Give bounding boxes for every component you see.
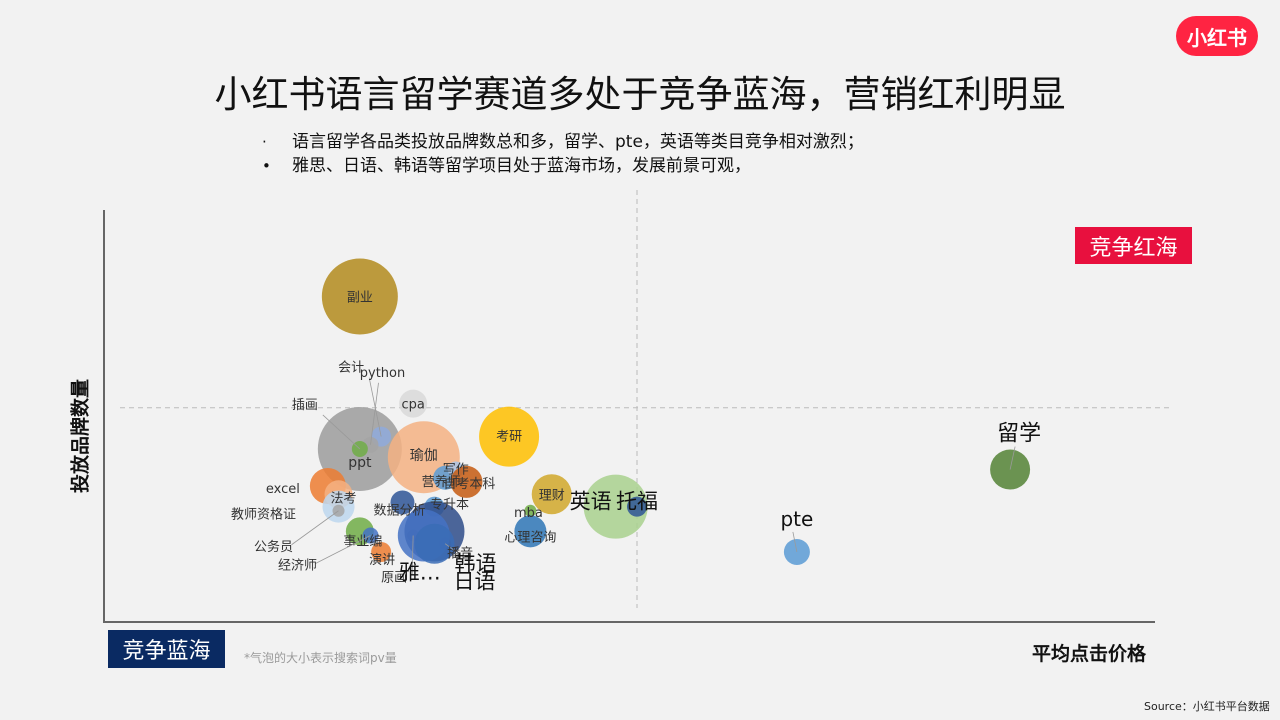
bubble-29 [627,496,647,517]
bubble-26 [531,474,572,515]
callout-line-31 [1009,446,1016,470]
page-title: 小红书语言留学赛道多处于竞争蓝海，营销红利明显 [214,73,1066,116]
bubble-label-27: 心理咨询 [504,530,556,545]
bubble-label-11: 事业编 [343,534,382,549]
source-note: Source：小红书平台数据 [1144,700,1270,713]
bubble-label-23: 雅… [399,560,441,584]
bubble-14 [390,490,415,515]
bullet-item: • 雅思、日语、韩语等留学项目处于蓝海市场，发展前景可观， [262,154,864,178]
callout-line-20 [411,535,414,576]
bubble-label-29: 托福 [616,490,658,514]
bubble-label-12: 公务员 [254,539,293,555]
bubble-label-19: 演讲 [369,552,395,568]
callout-line-21 [444,543,457,553]
bullet-item: · 语言留学各品类投放品牌数总和多，留学、pte，英语等类目竞争相对激烈； [262,130,864,154]
bubble-label-20: 原画 [381,570,407,585]
bubble-label-25: mba [514,506,543,521]
bubble-0 [321,258,398,335]
bubble-24 [414,523,455,564]
bubble-label-4: cpa [401,398,424,413]
bubble-label-5: 会计 [338,361,364,376]
bubble-label-0: 副业 [347,291,373,306]
bubble-size-note: *气泡的大小表示搜索词pv量 [244,651,397,665]
bubble-label-17: 写作 [443,463,469,478]
callout-line-12 [291,510,339,546]
bubble-27 [514,515,547,548]
x-axis-label: 平均点击价格 [1032,643,1147,665]
bubble-label-26: 理财 [539,488,565,503]
callout-line-13 [315,535,371,564]
bubble-25 [524,504,537,517]
callout-line-7 [322,414,361,450]
bubble-label-7: 插画 [292,398,318,413]
bubble-label-2: 瑜伽 [410,448,438,464]
bubble-label-31: 留学 [997,422,1041,447]
bubble-label-14: 数据分析 [373,504,425,519]
bubble-label-8: excel [266,482,300,497]
y-axis-label: 投放品牌数量 [69,378,92,494]
bubble-19 [371,541,392,562]
bullet-text: 语言留学各品类投放品牌数总和多，留学、pte，英语等类目竞争相对激烈； [292,132,864,152]
blue-ocean-badge: 竞争蓝海 [108,630,225,668]
bubble-4 [399,389,428,418]
bubble-label-28: 英语 [570,490,612,514]
bullet-marker: • [262,157,271,175]
bubble-label-13: 经济师 [278,558,317,573]
bubble-label-18: 自考本科 [443,477,495,492]
chart-guides [103,190,1170,623]
xiaohongshu-logo: 小红书 [1176,16,1258,56]
bubble-label-21: 播音 [447,546,473,562]
bullet-text: 雅思、日语、韩语等留学项目处于蓝海市场，发展前景可观， [292,156,751,176]
bubble-label-1: ppt [348,455,372,471]
bubble-label-9: 法考 [331,491,357,506]
bullet-marker: · [262,133,267,151]
bubble-label-3: 考研 [496,430,522,445]
bubble-28 [583,474,648,539]
callout-line-30 [792,531,798,553]
bubble-label-30: pte [780,507,813,531]
bubble-label-15: 专升本 [430,498,469,513]
bullet-list: · 语言留学各品类投放品牌数总和多，留学、pte，英语等类目竞争相对激烈； • … [262,130,864,178]
bubble-label-24: 日语 [453,570,495,594]
bubble-label-6: python [360,366,405,381]
callout-line-6 [370,382,379,445]
red-ocean-badge: 竞争红海 [1075,227,1192,264]
bubble-label-16: 营养师 [422,474,461,490]
bubble-18 [450,465,483,498]
bubble-label-22: 韩语 [454,551,496,575]
bubble-label-10: 教师资格证 [231,507,296,523]
bubble-3 [479,406,540,467]
